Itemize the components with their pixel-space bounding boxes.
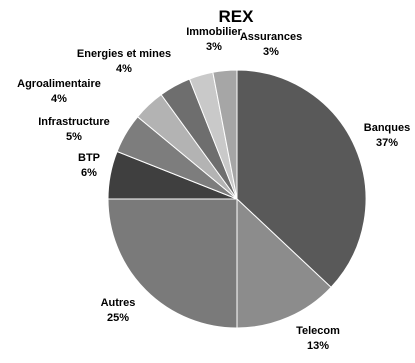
slice-label-infrastructure: Infrastructure [38, 116, 110, 128]
slice-label-autres: Autres [101, 297, 136, 309]
slice-label-energies-et-mines: Energies et mines [77, 48, 171, 60]
pie-slices [107, 69, 367, 329]
slice-percent-energies-et-mines: 4% [116, 63, 132, 75]
pie-labels: Banques 37% Telecom 13% Autres 25% BTP 6% Infras… [17, 26, 410, 352]
slice-percent-infrastructure: 5% [66, 131, 82, 143]
pie-slice-assurances [212, 69, 238, 200]
slice-percent-telecom: 13% [307, 340, 329, 352]
slice-label-assurances: Assurances [240, 31, 302, 43]
slice-percent-immobilier: 3% [206, 41, 222, 53]
slice-percent-autres: 25% [107, 312, 129, 324]
slice-percent-assurances: 3% [263, 46, 279, 58]
slice-percent-btp: 6% [81, 167, 97, 179]
slice-label-telecom: Telecom [296, 325, 340, 337]
slice-label-btp: BTP [78, 152, 100, 164]
pie-slice-autres [107, 198, 238, 329]
slice-percent-agroalimentaire: 4% [51, 93, 67, 105]
pie-slice-telecom [236, 197, 332, 329]
chart-title: REX [219, 7, 255, 26]
slice-percent-banques: 37% [376, 137, 398, 149]
slice-label-banques: Banques [364, 122, 410, 134]
slice-label-immobilier: Immobilier [186, 26, 242, 38]
pie-slice-banques [236, 69, 367, 289]
slice-label-agroalimentaire: Agroalimentaire [17, 78, 101, 90]
